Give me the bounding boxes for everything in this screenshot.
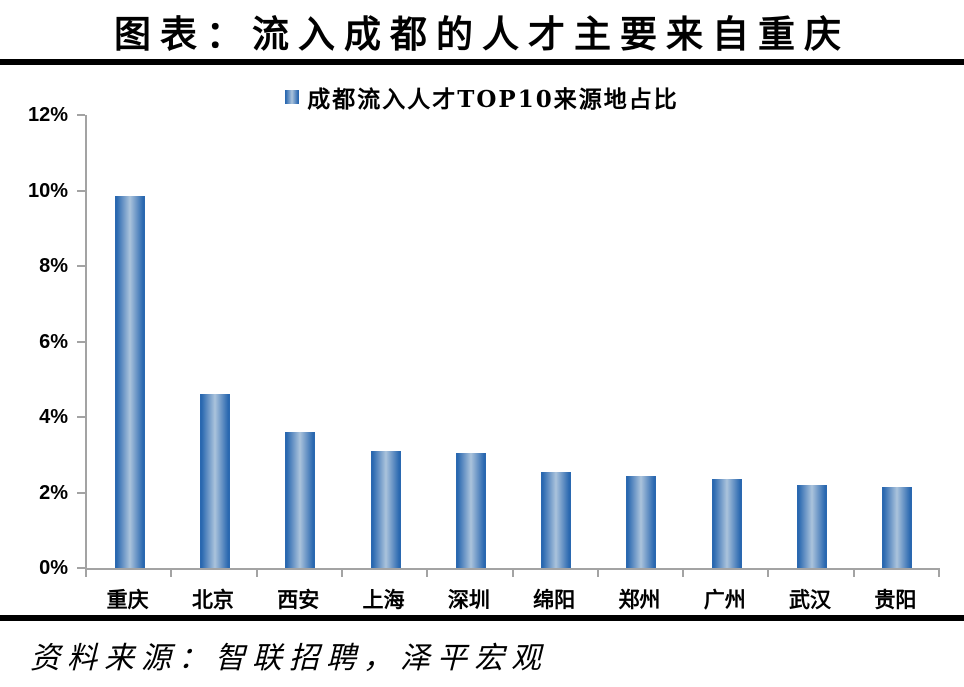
bar-武汉 <box>797 484 828 568</box>
y-axis-tick-label: 0% <box>39 557 68 579</box>
x-axis-tick <box>511 570 514 577</box>
bar-贵阳 <box>882 486 913 568</box>
x-axis-tick <box>340 570 343 577</box>
x-axis-label: 深圳 <box>447 587 490 612</box>
legend-color-swatch-icon <box>285 90 300 104</box>
x-axis-label: 武汉 <box>789 587 832 612</box>
y-axis-tick-label: 8% <box>39 255 68 277</box>
y-axis-tick-label: 12% <box>27 104 68 126</box>
y-axis-tick <box>77 340 85 343</box>
page-title: 图表：流入成都的人才主要来自重庆 <box>114 12 850 56</box>
bar-北京 <box>199 394 230 568</box>
x-axis-label: 西安 <box>277 587 320 612</box>
top-divider <box>0 59 964 65</box>
bar-广州 <box>711 479 742 568</box>
bar-深圳 <box>455 452 486 568</box>
y-axis-tick-label: 4% <box>39 406 68 428</box>
x-axis-tick <box>426 570 429 577</box>
x-axis-tick <box>938 570 940 577</box>
y-axis-tick <box>77 416 85 418</box>
x-axis-label: 重庆 <box>106 587 149 612</box>
x-axis-label: 北京 <box>191 587 234 612</box>
bar-重庆 <box>114 196 145 568</box>
x-axis-label: 郑州 <box>618 587 661 612</box>
y-axis-tick <box>77 114 85 116</box>
y-axis-tick-label: 10% <box>27 179 68 202</box>
source-note: 资料来源：智联招聘，泽平宏观 <box>30 641 548 676</box>
bottom-divider <box>0 615 964 621</box>
bar-绵阳 <box>541 471 572 568</box>
plot-area <box>85 115 940 570</box>
bar-上海 <box>370 450 401 568</box>
y-axis-tick <box>77 189 85 192</box>
legend-label: 成都流入人才TOP10来源地占比 <box>307 86 679 113</box>
x-axis-tick <box>85 570 87 577</box>
x-axis-tick <box>255 570 258 577</box>
y-axis-tick <box>77 491 85 494</box>
x-axis-label: 贵阳 <box>874 587 917 612</box>
x-axis-label: 广州 <box>703 587 746 612</box>
bar-郑州 <box>626 475 657 568</box>
x-axis-tick <box>852 570 855 577</box>
y-axis-tick <box>77 265 85 267</box>
x-axis-tick <box>682 570 685 577</box>
x-axis-label: 上海 <box>362 587 405 612</box>
y-axis-tick-label: 2% <box>39 481 68 504</box>
x-axis-tick <box>767 570 770 577</box>
chart-legend: 成都流入人才TOP10来源地占比 <box>0 80 964 114</box>
x-axis-label: 绵阳 <box>533 587 576 612</box>
y-axis-tick <box>77 567 85 569</box>
x-axis-tick <box>596 570 599 577</box>
y-axis-tick-label: 6% <box>39 330 68 353</box>
x-axis-tick <box>170 570 173 577</box>
bar-西安 <box>285 432 316 568</box>
